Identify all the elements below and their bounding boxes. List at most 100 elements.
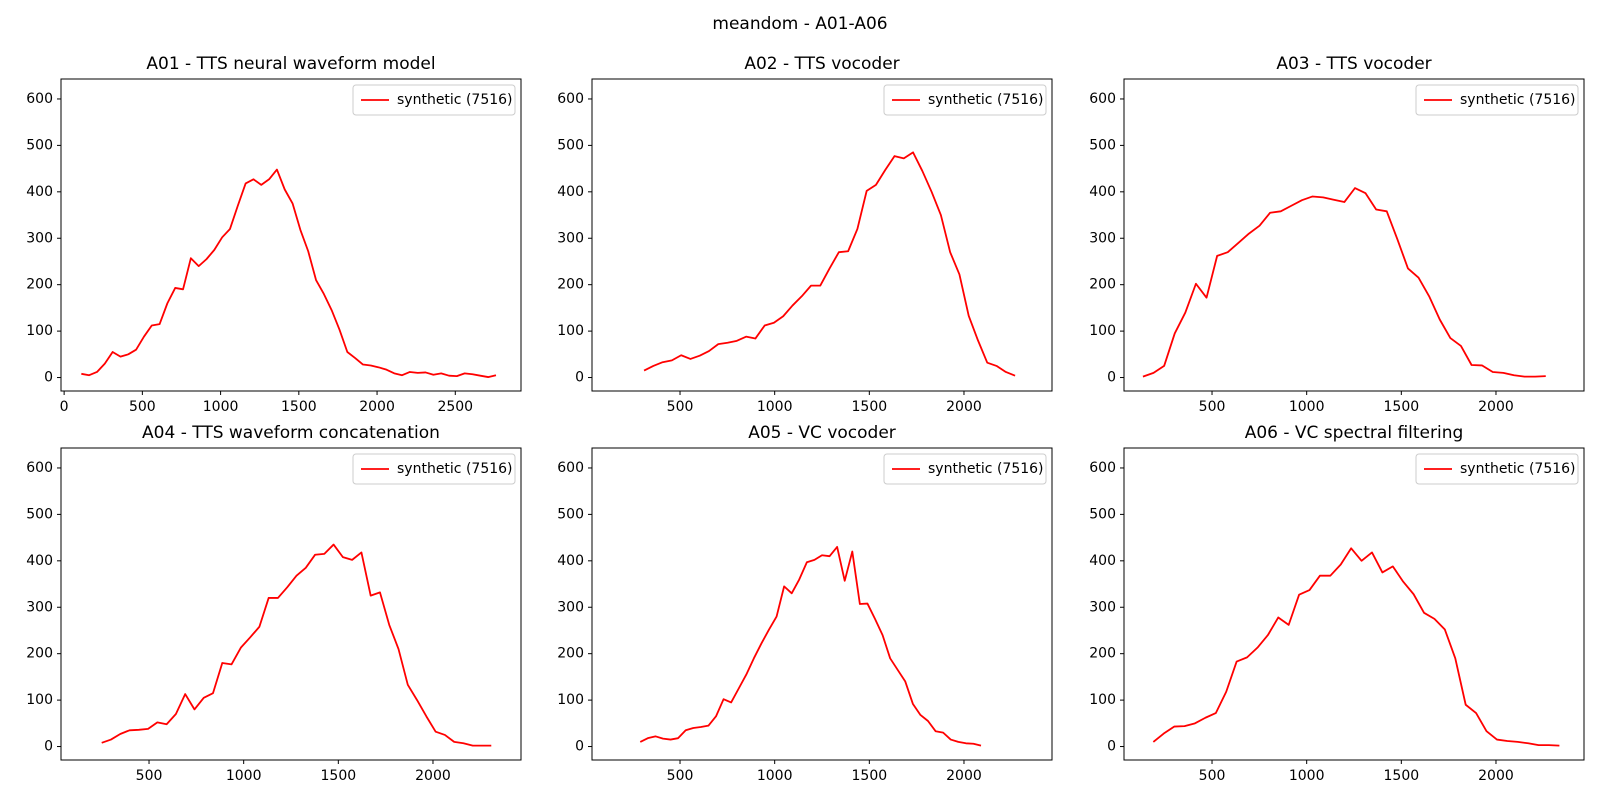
y-tick-label: 200 bbox=[26, 646, 53, 662]
legend-box bbox=[352, 84, 516, 116]
figure-title: meandom - A01-A06 bbox=[712, 14, 887, 34]
x-tick-label: 1500 bbox=[321, 768, 357, 784]
y-tick-label: 500 bbox=[557, 137, 584, 153]
legend-label: synthetic (7516) bbox=[928, 461, 1044, 477]
subplot: A02 - TTS vocoder 0 100 200 300 400 500 600 500 1… bbox=[557, 54, 1053, 415]
subplot: A04 - TTS waveform concatenation 0 100 200 3… bbox=[26, 423, 522, 784]
data-line bbox=[1142, 187, 1546, 378]
x-tick-label: 1500 bbox=[281, 399, 317, 415]
y-tick-label: 200 bbox=[1089, 277, 1116, 293]
x-tick-label: 1500 bbox=[1384, 399, 1420, 415]
y-tick-label: 200 bbox=[557, 646, 584, 662]
x-tick-label: 2000 bbox=[946, 768, 982, 784]
legend-label: synthetic (7516) bbox=[1460, 92, 1576, 108]
x-tick-label: 2000 bbox=[1478, 399, 1514, 415]
y-tick-label: 300 bbox=[1089, 230, 1116, 246]
y-tick-label: 300 bbox=[26, 599, 53, 615]
y-tick-label: 600 bbox=[1089, 460, 1116, 476]
subplot-title: A02 - TTS vocoder bbox=[744, 54, 899, 74]
x-tick-label: 2000 bbox=[1478, 768, 1514, 784]
y-tick-label: 400 bbox=[1089, 184, 1116, 200]
y-tick-label: 600 bbox=[26, 91, 53, 107]
y-tick-label: 500 bbox=[1089, 506, 1116, 522]
x-tick-label: 500 bbox=[667, 399, 694, 415]
y-tick-label: 300 bbox=[1089, 599, 1116, 615]
x-tick-label: 1000 bbox=[757, 399, 793, 415]
x-tick-label: 0 bbox=[60, 399, 69, 415]
x-tick-label: 1000 bbox=[1289, 768, 1325, 784]
x-tick-label: 500 bbox=[667, 768, 694, 784]
legend-label: synthetic (7516) bbox=[397, 461, 513, 477]
legend-box bbox=[883, 453, 1047, 485]
y-tick-label: 0 bbox=[44, 370, 53, 386]
x-tick-label: 1000 bbox=[757, 768, 793, 784]
y-tick-label: 100 bbox=[26, 692, 53, 708]
legend-box bbox=[352, 453, 516, 485]
y-tick-label: 300 bbox=[557, 599, 584, 615]
x-tick-label: 2000 bbox=[946, 399, 982, 415]
subplot: A01 - TTS neural waveform model 0 100 200 30… bbox=[26, 54, 522, 415]
plot-area bbox=[1152, 547, 1560, 747]
x-tick-label: 1500 bbox=[1384, 768, 1420, 784]
y-tick-label: 600 bbox=[26, 460, 53, 476]
plot-area bbox=[81, 168, 497, 378]
subplot-title: A01 - TTS neural waveform model bbox=[146, 54, 435, 74]
legend: synthetic (7516) bbox=[1415, 453, 1579, 485]
legend-label: synthetic (7516) bbox=[1460, 461, 1576, 477]
x-tick-label: 500 bbox=[1199, 399, 1226, 415]
plot-area bbox=[101, 543, 492, 747]
y-tick-label: 200 bbox=[1089, 646, 1116, 662]
y-tick-label: 400 bbox=[557, 184, 584, 200]
subplot-title: A04 - TTS waveform concatenation bbox=[142, 423, 440, 443]
y-tick-label: 300 bbox=[26, 230, 53, 246]
x-tick-label: 1000 bbox=[203, 399, 239, 415]
subplot-title: A03 - TTS vocoder bbox=[1276, 54, 1431, 74]
plot-area bbox=[1142, 187, 1546, 378]
y-tick-label: 100 bbox=[557, 323, 584, 339]
data-line bbox=[643, 151, 1016, 377]
y-tick-label: 0 bbox=[44, 739, 53, 755]
axes-frame bbox=[60, 447, 522, 761]
x-tick-label: 500 bbox=[1199, 768, 1226, 784]
legend: synthetic (7516) bbox=[352, 84, 516, 116]
x-tick-label: 2000 bbox=[415, 768, 451, 784]
data-line bbox=[101, 543, 492, 747]
y-tick-label: 100 bbox=[1089, 692, 1116, 708]
subplot-title: A06 - VC spectral filtering bbox=[1245, 423, 1464, 443]
subplot: A03 - TTS vocoder 0 100 200 300 400 500 600 500 1… bbox=[1089, 54, 1585, 415]
y-tick-label: 400 bbox=[26, 184, 53, 200]
y-tick-label: 400 bbox=[1089, 553, 1116, 569]
legend: synthetic (7516) bbox=[1415, 84, 1579, 116]
data-line bbox=[1152, 547, 1560, 747]
y-tick-label: 200 bbox=[557, 277, 584, 293]
subplot: A06 - VC spectral filtering 0 100 200 300 400… bbox=[1089, 423, 1585, 784]
x-tick-label: 2000 bbox=[359, 399, 395, 415]
y-tick-label: 500 bbox=[1089, 137, 1116, 153]
y-tick-label: 0 bbox=[575, 370, 584, 386]
plot-area bbox=[643, 151, 1016, 377]
legend: synthetic (7516) bbox=[883, 453, 1047, 485]
y-tick-label: 500 bbox=[26, 506, 53, 522]
legend-label: synthetic (7516) bbox=[397, 92, 513, 108]
y-tick-label: 200 bbox=[26, 277, 53, 293]
x-tick-label: 2500 bbox=[437, 399, 473, 415]
data-line bbox=[81, 168, 497, 378]
y-tick-label: 0 bbox=[1107, 739, 1116, 755]
y-tick-label: 300 bbox=[557, 230, 584, 246]
legend: synthetic (7516) bbox=[352, 453, 516, 485]
legend: synthetic (7516) bbox=[883, 84, 1047, 116]
subplot: A05 - VC vocoder 0 100 200 300 400 500 600 500 10… bbox=[557, 423, 1053, 784]
x-tick-label: 1500 bbox=[852, 399, 888, 415]
x-tick-label: 1000 bbox=[226, 768, 262, 784]
legend-box bbox=[1415, 453, 1579, 485]
axes-frame bbox=[1123, 78, 1585, 392]
axes-frame bbox=[591, 447, 1053, 761]
y-tick-label: 400 bbox=[557, 553, 584, 569]
y-tick-label: 0 bbox=[575, 739, 584, 755]
y-tick-label: 400 bbox=[26, 553, 53, 569]
y-tick-label: 100 bbox=[26, 323, 53, 339]
x-tick-label: 500 bbox=[129, 399, 156, 415]
